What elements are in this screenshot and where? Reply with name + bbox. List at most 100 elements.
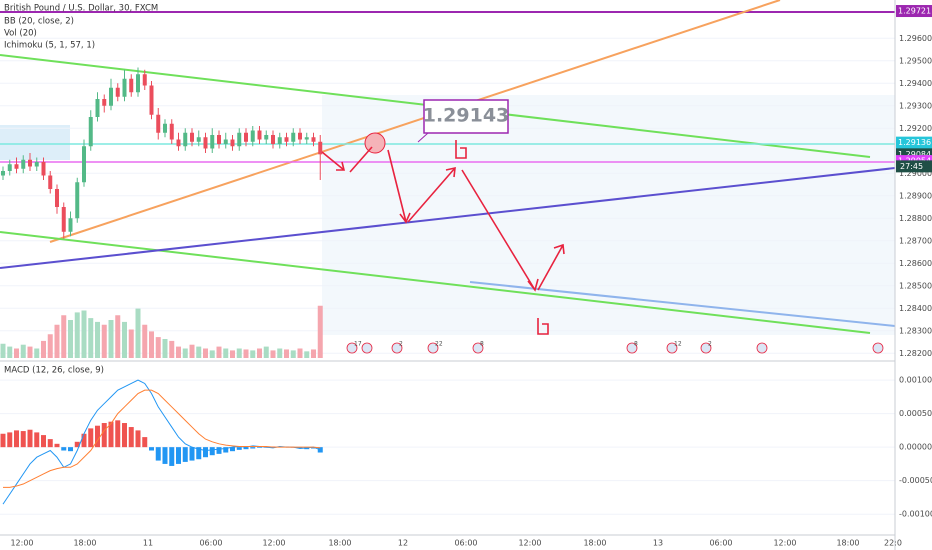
- volume-bar: [290, 350, 296, 358]
- ichimoku-cloud: [0, 125, 70, 160]
- y-tick-label: 1.28700: [899, 236, 932, 245]
- histogram-bar: [7, 432, 13, 448]
- volume-bar: [108, 320, 114, 358]
- candle-body: [284, 137, 289, 142]
- candle-body: [264, 135, 269, 140]
- volume-bar: [142, 324, 148, 358]
- event-icon: [666, 342, 678, 354]
- candle-body: [230, 139, 235, 147]
- histogram-bar: [176, 447, 181, 464]
- candle-body: [277, 137, 282, 144]
- candle-body: [82, 146, 86, 183]
- candle-body: [257, 130, 262, 140]
- callout: 1.29143: [417, 99, 510, 143]
- candle-body: [21, 159, 26, 169]
- marker: [364, 132, 386, 154]
- countdown-tag: [896, 160, 932, 173]
- arrow-head: [336, 161, 346, 171]
- volume-bar: [61, 315, 67, 358]
- histogram-bar: [230, 447, 235, 452]
- histogram-bar: [81, 433, 87, 448]
- event-icon: [391, 342, 403, 354]
- candle-body: [196, 137, 201, 142]
- volume-bar: [101, 324, 107, 358]
- candle-body: [68, 218, 73, 232]
- y-tick-label: 1.29300: [899, 101, 932, 110]
- candle-body: [136, 74, 140, 93]
- arrow: [387, 149, 407, 223]
- y-tick-label: -0.00100: [899, 510, 932, 519]
- histogram-bar: [122, 423, 127, 448]
- candle-body: [109, 87, 113, 106]
- candle-body: [55, 189, 59, 207]
- projection-area: [322, 95, 895, 335]
- histogram-bar: [155, 447, 161, 461]
- y-tick-label: 0.00000: [899, 443, 932, 452]
- y-tick-label: 1.28500: [899, 281, 932, 290]
- price-tag-label: 1.29721: [898, 7, 931, 16]
- x-tick-label: 11: [143, 539, 153, 548]
- histogram-bar: [182, 447, 188, 462]
- histogram-bar: [74, 441, 80, 448]
- callout-text: 1.29143: [423, 105, 510, 127]
- x-tick-label: 12:00: [262, 539, 285, 548]
- y-tick-label: 1.28300: [899, 326, 932, 335]
- candle-body: [291, 132, 296, 142]
- histogram-bar: [41, 435, 46, 448]
- y-tick-label: 1.28800: [899, 214, 932, 223]
- candle-body: [1, 171, 5, 176]
- event-label: 12: [674, 341, 682, 348]
- volume-bar: [257, 348, 262, 358]
- y-tick-label: 1.29200: [899, 124, 932, 133]
- histogram-bar: [128, 427, 134, 448]
- indicator-label: Ichimoku (5, 1, 57, 1): [4, 41, 95, 51]
- candle-body: [156, 114, 161, 133]
- x-tick-label: 12: [398, 539, 408, 548]
- candle-body: [318, 141, 323, 155]
- volume-bar: [162, 339, 168, 358]
- x-tick-label: 12:00: [518, 539, 541, 548]
- histogram-bar: [135, 430, 141, 448]
- price-tag: [896, 136, 932, 149]
- events: 17 2 22 8 8 12 2: [346, 341, 884, 354]
- histogram-bar: [297, 447, 303, 449]
- volume-bar: [169, 340, 175, 358]
- arrow: [407, 167, 456, 223]
- x-tick-label: 18:00: [836, 539, 859, 548]
- volume-bar: [54, 324, 60, 358]
- event-label: 22: [435, 341, 443, 348]
- arrow-head: [399, 212, 411, 224]
- volume-bar: [7, 346, 13, 358]
- arrow-head: [527, 278, 539, 292]
- arrow-head: [445, 166, 456, 178]
- arrow: [349, 146, 373, 173]
- event-icon: [361, 342, 373, 354]
- candle-body: [190, 132, 194, 142]
- volume-bar: [47, 334, 53, 358]
- histogram-bar: [0, 433, 6, 448]
- candle-body: [75, 182, 80, 219]
- volume-bar: [155, 337, 161, 358]
- volume-bar: [250, 350, 256, 358]
- volume-bar: [74, 312, 80, 358]
- candles: [0, 67, 323, 505]
- histogram-bar: [216, 447, 222, 454]
- histogram-bar: [47, 439, 53, 448]
- event-icon: [872, 342, 884, 354]
- arrow: [461, 169, 536, 291]
- grid: [0, 37, 895, 515]
- candle-body: [237, 132, 242, 147]
- event-label: 8: [634, 341, 638, 348]
- callout-pointer: [417, 132, 429, 143]
- volume-bar: [34, 348, 40, 358]
- y-tick-label: 1.28900: [899, 191, 932, 200]
- symbol-title: British Pound / U.S. Dollar, 30, FXCM: [4, 4, 158, 14]
- x-tick-label: 13: [653, 539, 663, 548]
- histogram-bar: [236, 447, 242, 450]
- histogram-bar: [14, 430, 19, 448]
- volume-bar: [216, 346, 222, 358]
- volume-bar: [95, 321, 100, 358]
- histogram-bar: [203, 447, 208, 458]
- candle-body: [311, 137, 316, 142]
